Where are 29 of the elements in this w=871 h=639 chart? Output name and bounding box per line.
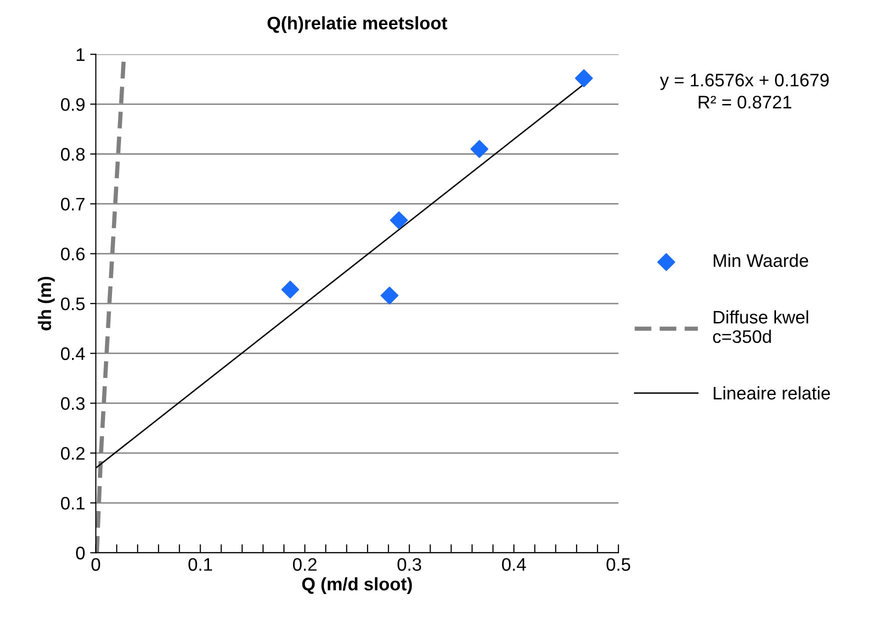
y-tick-label: 0.9 [61,98,85,111]
y-tick-label: 0.1 [61,496,85,510]
text: y = 1.6576x + 0.1679 R² = 0.8721 [660,74,829,109]
y-tick-label: 0.4 [61,347,85,360]
x-axis-title: Q (m/d sloot) [302,577,412,594]
point [470,140,488,158]
y-tick-label: 0.5 [61,297,85,310]
legend-label: Lineaire relatie [714,386,830,400]
x-tick-label: 0.4 [502,558,526,571]
y-tick-label: 0.8 [61,148,85,161]
y-tick-label: 0 [76,546,85,560]
y-tick-label: 0.2 [61,446,84,460]
x-tick-label: 0.2 [293,558,316,571]
x-tick-label: 0.1 [188,558,212,571]
point [380,286,398,304]
point [575,69,593,88]
y-tick-label: 0.3 [61,397,85,410]
x-tick-label: 0.5 [606,558,630,571]
y-tick-label: 0.6 [61,248,85,260]
chart-title: Q(h)relatie meetsloot [268,16,448,34]
legend-label: Min Waarde [714,254,808,268]
x-tick-label: 0.3 [398,558,422,571]
point [390,211,408,230]
y-tick-label: 1 [76,48,85,61]
legend-label: Diffuse kwel c=350d [713,310,808,344]
point [281,280,300,298]
y-tick-label: 0.7 [61,198,84,211]
x-tick-label: 0 [91,558,100,571]
y-axis-title: dh (m) [38,276,55,330]
